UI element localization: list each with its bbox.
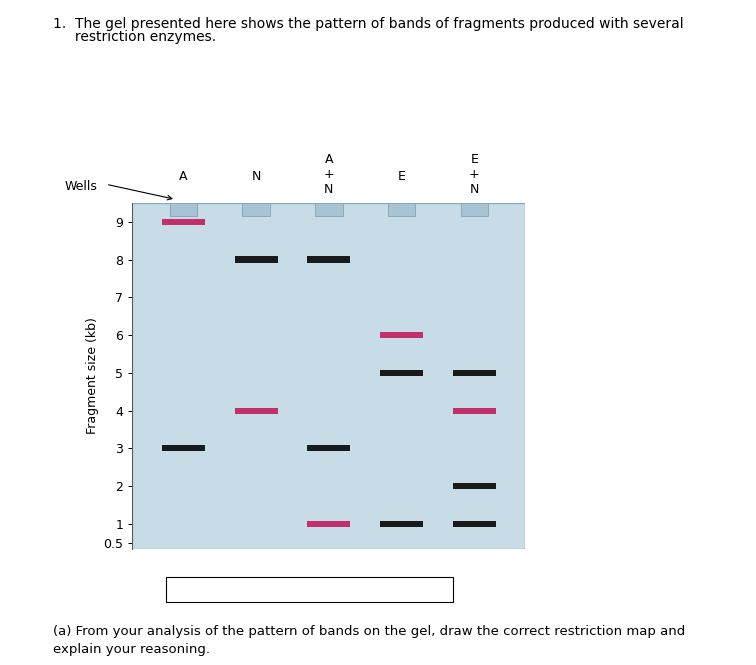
Text: A: A [179, 170, 187, 183]
Text: 1.  The gel presented here shows the pattern of bands of fragments produced with: 1. The gel presented here shows the patt… [53, 17, 683, 31]
Text: N: N [252, 170, 261, 183]
Text: E =: E = [280, 582, 320, 595]
Text: Wells: Wells [64, 180, 97, 193]
Bar [234, 257, 277, 263]
Text: restriction enzymes.: restriction enzymes. [53, 30, 216, 44]
Bar [162, 446, 205, 452]
Bar [453, 483, 496, 489]
Bar [162, 219, 205, 225]
Bar [453, 521, 496, 527]
Text: E: E [398, 170, 405, 183]
Text: N =: N = [222, 582, 262, 595]
Bar [453, 408, 496, 414]
Text: A
+
N: A + N [324, 153, 334, 196]
Bar [315, 203, 342, 216]
Bar [243, 203, 270, 216]
Y-axis label: Fragment size (kb): Fragment size (kb) [86, 317, 99, 434]
Bar [380, 521, 423, 527]
Text: E
+
N: E + N [469, 153, 479, 196]
Bar [169, 203, 197, 216]
Bar [307, 446, 351, 452]
Bar [388, 203, 415, 216]
Bar [307, 257, 351, 263]
Text: (a) From your analysis of the pattern of bands on the gel, draw the correct rest: (a) From your analysis of the pattern of… [53, 625, 685, 656]
Text: Ncol: Ncol [260, 582, 287, 595]
Bar [307, 521, 351, 527]
Text: A =: A = [177, 582, 203, 595]
Bar [234, 408, 277, 414]
Bar [460, 203, 488, 216]
Bar [380, 332, 423, 338]
Text: EcoRI: EcoRI [319, 582, 352, 595]
Text: Aatll: Aatll [197, 582, 223, 595]
Bar [380, 370, 423, 376]
Bar [453, 370, 496, 376]
